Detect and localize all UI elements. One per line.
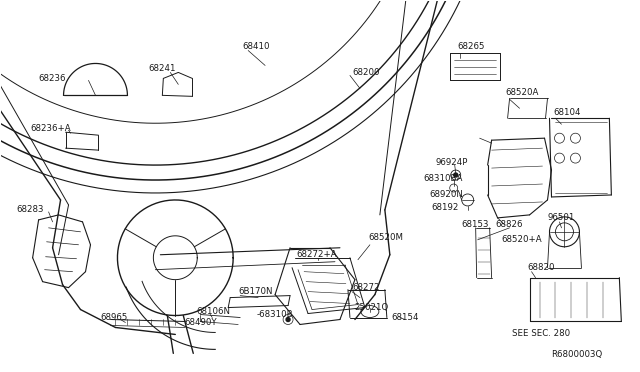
- Text: 68520+A: 68520+A: [502, 235, 542, 244]
- Text: 68153: 68153: [461, 220, 489, 230]
- Text: 68826: 68826: [495, 220, 523, 230]
- Text: 68520M: 68520M: [368, 233, 403, 242]
- Text: 68920N: 68920N: [430, 190, 463, 199]
- Text: SEE SEC. 280: SEE SEC. 280: [511, 329, 570, 338]
- Text: 96924P: 96924P: [436, 158, 468, 167]
- Text: 68265: 68265: [458, 42, 485, 51]
- Text: 6B170N: 6B170N: [238, 287, 273, 296]
- Text: 68490Y: 68490Y: [184, 318, 217, 327]
- Text: 68410: 68410: [242, 42, 269, 51]
- Text: 68283: 68283: [17, 205, 44, 214]
- Text: R6800003Q: R6800003Q: [552, 350, 603, 359]
- Text: 68154: 68154: [392, 313, 419, 322]
- Text: 96501: 96501: [547, 214, 575, 222]
- Text: 68236+A: 68236+A: [31, 124, 71, 133]
- Text: 25021Q: 25021Q: [354, 303, 388, 312]
- Text: -68310B: -68310B: [256, 310, 292, 319]
- Text: 68310BA: 68310BA: [424, 173, 463, 183]
- Circle shape: [454, 173, 458, 177]
- Text: 68200: 68200: [352, 68, 380, 77]
- Text: 68104: 68104: [554, 108, 581, 117]
- Circle shape: [286, 318, 290, 321]
- Text: 68241: 68241: [148, 64, 176, 73]
- Text: 68272+A: 68272+A: [296, 250, 337, 259]
- Text: 68820: 68820: [527, 263, 555, 272]
- Text: 68192: 68192: [432, 203, 459, 212]
- Text: 68520A: 68520A: [506, 88, 539, 97]
- Text: 68272: 68272: [352, 283, 380, 292]
- Text: 68236: 68236: [38, 74, 66, 83]
- Text: 68106N: 68106N: [196, 307, 230, 316]
- Text: 68965: 68965: [100, 313, 128, 322]
